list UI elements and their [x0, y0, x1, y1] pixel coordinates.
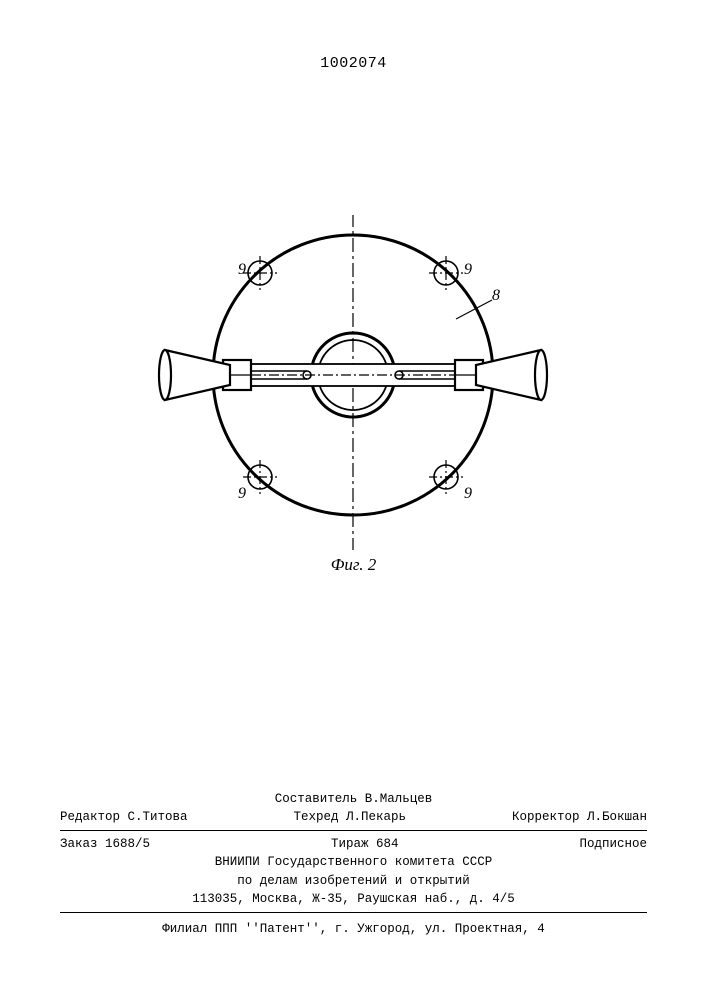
branch-line: Филиал ППП ''Патент'', г. Ужгород, ул. П…: [60, 922, 647, 936]
patent-page: 1002074 9 9 9 9 8 Фиг. 2 Составитель В.М…: [0, 0, 707, 1000]
org-line-2: по делам изобретений и открытий: [60, 872, 647, 890]
credits-block: Составитель В.Мальцев Редактор С.Титова …: [60, 790, 647, 908]
rule-1: [60, 830, 647, 831]
label-9-tl: 9: [238, 261, 246, 279]
doc-number: 1002074: [0, 55, 707, 72]
corrector: Корректор Л.Бокшан: [512, 808, 647, 826]
label-9-br: 9: [464, 485, 472, 503]
label-9-bl: 9: [238, 485, 246, 503]
rule-2: [60, 912, 647, 913]
compiler: Составитель В.Мальцев: [60, 790, 647, 808]
org-line-1: ВНИИПИ Государственного комитета СССР: [60, 853, 647, 871]
label-8: 8: [492, 287, 500, 305]
order: Заказ 1688/5: [60, 835, 150, 853]
editor: Редактор С.Титова: [60, 808, 188, 826]
org-addr: 113035, Москва, Ж-35, Раушская наб., д. …: [60, 890, 647, 908]
signed: Подписное: [579, 835, 647, 853]
figure-caption: Фиг. 2: [0, 555, 707, 575]
techred: Техред Л.Пекарь: [293, 808, 406, 826]
figure-2: 9 9 9 9 8: [130, 215, 576, 565]
tirage: Тираж 684: [331, 835, 399, 853]
figure-svg: [130, 215, 576, 555]
label-9-tr: 9: [464, 261, 472, 279]
